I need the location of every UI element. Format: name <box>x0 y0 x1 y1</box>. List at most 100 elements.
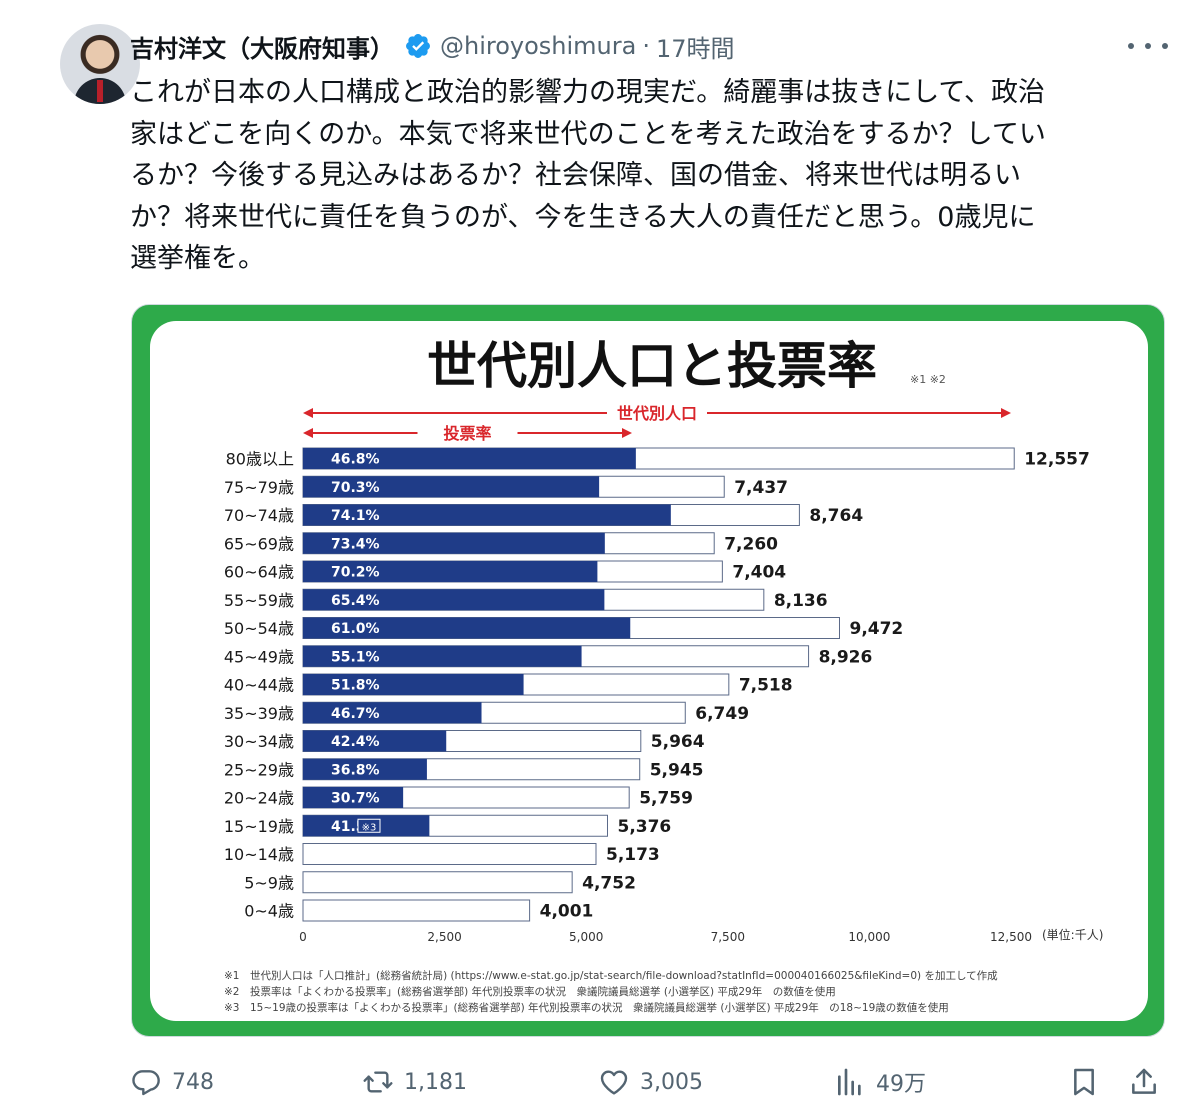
retweet-count: 1,181 <box>404 1069 467 1095</box>
share-button[interactable] <box>1128 1062 1170 1102</box>
legend-turnout-label: 投票率 <box>443 424 491 443</box>
unit-label: (単位:千人) <box>1042 927 1103 942</box>
category-label: 70~74歳 <box>224 506 294 525</box>
category-label: 35~39歳 <box>224 704 294 723</box>
chart-title: 世代別人口と投票率 <box>427 337 877 395</box>
turnout-bar <box>303 448 636 469</box>
turnout-bar <box>303 674 524 695</box>
legend-population-label: 世代別人口 <box>617 404 697 423</box>
turnout-bar <box>303 730 447 752</box>
turnout-label: 46.7% <box>331 706 380 722</box>
view-count: 49万 <box>876 1072 926 1097</box>
footnote: ※2 投票率は「よくわかる投票率」(総務省選挙部) 年代別投票率の状況 衆議院議… <box>224 985 836 998</box>
population-label: 7,260 <box>724 534 778 554</box>
turnout-label: 73.4% <box>331 536 380 552</box>
population-label: 8,926 <box>819 647 873 667</box>
retweet-button[interactable]: 1,181 <box>362 1062 467 1102</box>
legend-turnout-arrowhead-right <box>622 428 632 438</box>
turnout-label: 55.1% <box>331 649 380 665</box>
legend-turnout-arrowhead-left <box>303 428 313 438</box>
verified-badge-icon <box>406 34 430 58</box>
x-tick-label: 12,500 <box>990 930 1032 944</box>
turnout-label: 30.7% <box>331 791 380 807</box>
tweet-text: これが日本の人口構成と政治的影響力の現実だ。綺麗事は抜きにして、政治 家はどこを… <box>130 77 1046 275</box>
note3-marker: ※3 <box>362 822 377 833</box>
turnout-label: 70.2% <box>331 565 380 581</box>
tweet-media-chart[interactable]: 世代別人口と投票率 ※1 ※2 世代別人口 投票率 80歳以上 46.8% 12,557 75… <box>131 304 1165 1037</box>
x-tick-label: 5,000 <box>569 930 603 944</box>
retweet-icon <box>363 1071 393 1093</box>
population-label: 5,945 <box>650 760 704 780</box>
share-icon <box>1132 1068 1156 1094</box>
category-label: 30~34歳 <box>224 732 294 751</box>
category-label: 65~69歳 <box>224 534 294 553</box>
x-tick-label: 7,500 <box>711 930 745 944</box>
category-label: 80歳以上 <box>226 450 294 469</box>
avatar[interactable] <box>60 24 140 104</box>
turnout-label: 61.0% <box>331 621 380 637</box>
population-label: 5,759 <box>639 789 693 809</box>
turnout-bar <box>303 532 605 554</box>
turnout-bar <box>303 617 631 639</box>
author-name[interactable]: 吉村洋文（大阪府知事） <box>130 34 394 63</box>
like-icon <box>600 1070 628 1095</box>
population-bar <box>302 899 531 922</box>
turnout-bar <box>303 504 671 526</box>
views-button[interactable]: 49万 <box>834 1062 926 1102</box>
reply-button[interactable]: 748 <box>130 1062 214 1102</box>
population-label: 5,376 <box>617 817 671 837</box>
population-label: 5,173 <box>606 845 660 865</box>
timestamp[interactable]: 17時間 <box>655 34 735 63</box>
x-tick-label: 2,500 <box>427 930 461 944</box>
tweet-header: 吉村洋文（大阪府知事） @hiroyoshimura · 17時間 <box>130 28 735 64</box>
category-label: 10~14歳 <box>224 845 294 864</box>
separator-dot: · <box>642 32 650 60</box>
category-label: 5~9歳 <box>244 873 294 892</box>
bookmark-icon <box>1074 1068 1094 1096</box>
turnout-label: 42.4% <box>331 734 380 750</box>
turnout-label: 74.1% <box>331 508 380 524</box>
population-label: 7,518 <box>739 676 793 696</box>
population-label: 12,557 <box>1024 450 1090 470</box>
turnout-label: 70.3% <box>331 480 380 496</box>
population-label: 7,404 <box>732 563 786 583</box>
category-label: 40~44歳 <box>224 676 294 695</box>
population-label: 9,472 <box>849 619 903 639</box>
category-label: 50~54歳 <box>224 619 294 638</box>
footnote: ※3 15~19歳の投票率は「よくわかる投票率」(総務省選挙部) 年代別投票率の… <box>224 1001 949 1014</box>
turnout-bar <box>303 702 482 724</box>
population-label: 7,437 <box>734 478 788 498</box>
reply-icon <box>132 1070 160 1096</box>
turnout-bar <box>303 758 427 780</box>
turnout-bar <box>303 561 598 582</box>
population-label: 4,001 <box>540 902 594 922</box>
population-label: 4,752 <box>582 873 636 893</box>
turnout-bar <box>303 645 582 667</box>
turnout-bar <box>303 589 605 611</box>
turnout-bar <box>303 787 404 808</box>
bookmark-button[interactable] <box>1068 1062 1110 1102</box>
population-bar <box>302 843 597 865</box>
turnout-label: 36.8% <box>331 762 380 778</box>
like-count: 3,005 <box>640 1069 703 1095</box>
x-tick-label: 0 <box>299 930 307 944</box>
category-label: 15~19歳 <box>224 817 294 836</box>
category-label: 45~49歳 <box>224 647 294 666</box>
author-handle[interactable]: @hiroyoshimura <box>440 32 637 60</box>
legend-population-arrowhead-left <box>303 408 313 418</box>
category-label: 25~29歳 <box>224 760 294 779</box>
turnout-label: 46.8% <box>331 452 380 468</box>
category-label: 55~59歳 <box>224 591 294 610</box>
turnout-label: 65.4% <box>331 593 380 609</box>
like-button[interactable]: 3,005 <box>598 1062 703 1102</box>
more-icon[interactable] <box>1128 34 1168 58</box>
reply-count: 748 <box>172 1069 214 1095</box>
turnout-bar <box>303 476 600 498</box>
population-label: 8,764 <box>809 506 863 526</box>
chart-card <box>150 321 1148 1021</box>
category-label: 60~64歳 <box>224 563 294 582</box>
category-label: 75~79歳 <box>224 478 294 497</box>
views-icon <box>838 1068 861 1096</box>
category-label: 20~24歳 <box>224 789 294 808</box>
